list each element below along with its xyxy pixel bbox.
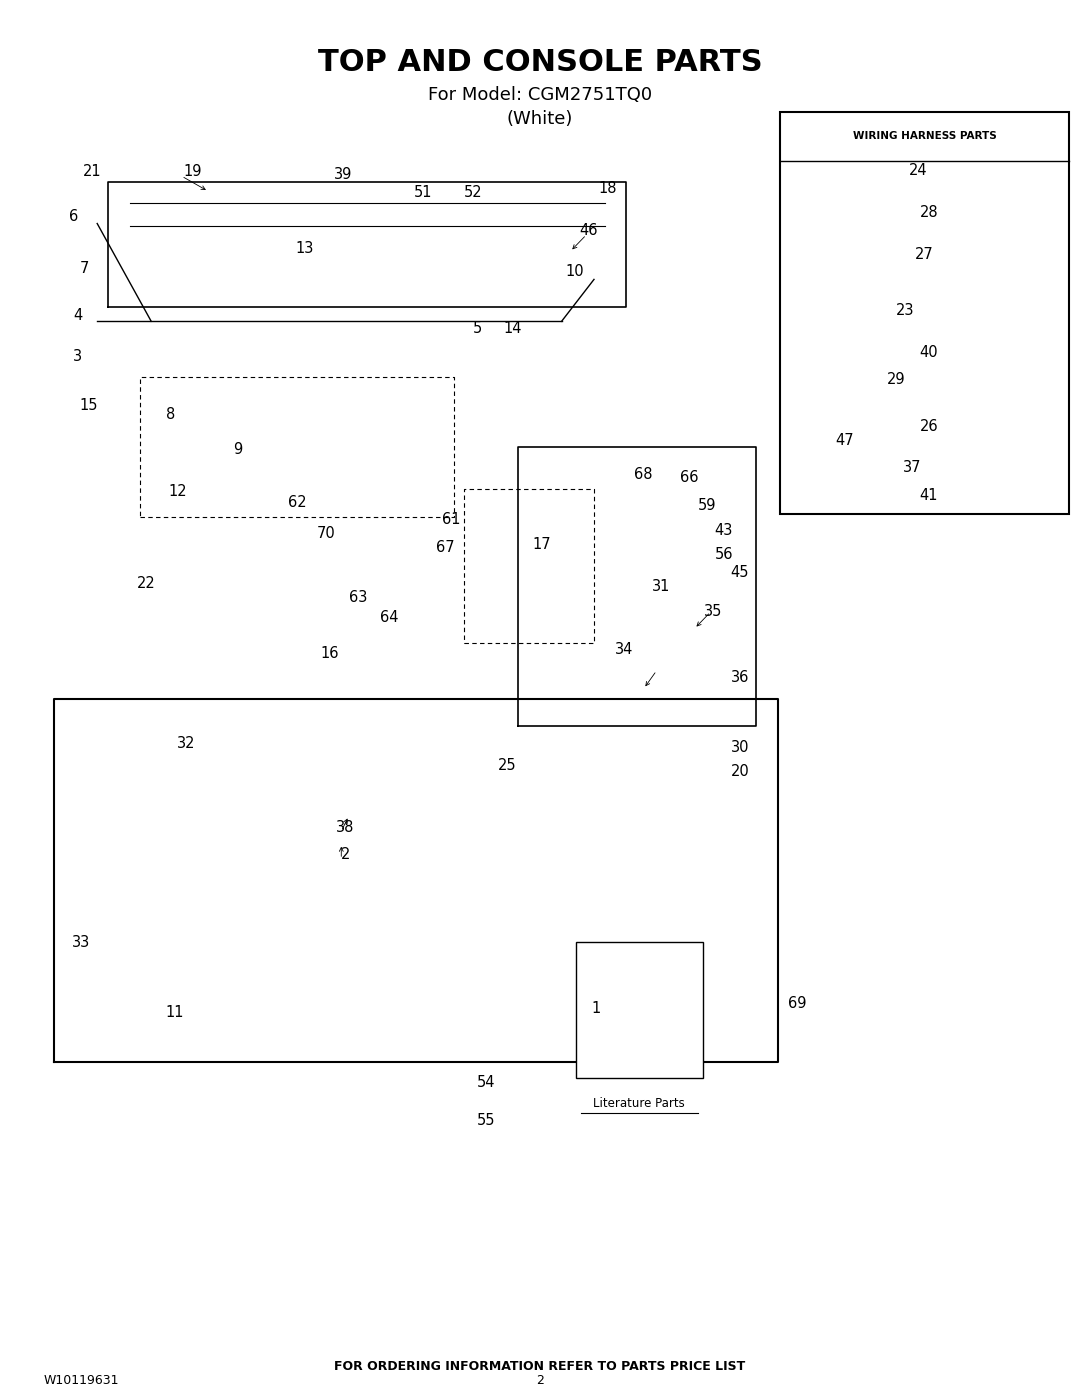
Text: 26: 26 [919,419,939,433]
Text: 1: 1 [592,1002,600,1016]
Text: 66: 66 [679,471,699,485]
Text: 25: 25 [498,759,517,773]
Text: 11: 11 [165,1006,185,1020]
Text: 32: 32 [176,736,195,750]
Text: 3: 3 [73,349,82,363]
Text: 13: 13 [295,242,314,256]
Text: 9: 9 [233,443,242,457]
Text: 45: 45 [730,566,750,580]
Text: WIRING HARNESS PARTS: WIRING HARNESS PARTS [852,130,997,141]
Text: 35: 35 [703,605,723,619]
Bar [780,112,1069,514]
Text: 24: 24 [908,163,928,177]
Text: 12: 12 [168,485,188,499]
Text: 31: 31 [651,580,671,594]
Text: Literature Parts: Literature Parts [594,1097,685,1111]
Text: 41: 41 [919,489,939,503]
Text: 5: 5 [473,321,482,335]
Text: 64: 64 [379,610,399,624]
Text: 37: 37 [903,461,922,475]
Text: 67: 67 [435,541,455,555]
Text: 18: 18 [598,182,618,196]
Text: 40: 40 [919,345,939,359]
Text: 69: 69 [787,996,807,1010]
Text: 28: 28 [919,205,939,219]
Text: FOR ORDERING INFORMATION REFER TO PARTS PRICE LIST: FOR ORDERING INFORMATION REFER TO PARTS … [335,1359,745,1373]
Text: 38: 38 [336,820,355,834]
Text: 14: 14 [503,321,523,335]
Text: W10119631: W10119631 [43,1373,119,1387]
Text: 68: 68 [634,468,653,482]
Text: 63: 63 [349,591,368,605]
Text: 47: 47 [835,433,854,447]
Text: 52: 52 [463,186,483,200]
Text: 39: 39 [334,168,353,182]
Text: 62: 62 [287,496,307,510]
Text: 36: 36 [730,671,750,685]
Text: 2: 2 [341,848,350,862]
Text: 22: 22 [136,577,156,591]
Text: 70: 70 [316,527,336,541]
Text: 19: 19 [183,165,202,179]
Text: 33: 33 [72,936,90,950]
Text: 54: 54 [476,1076,496,1090]
Text: 43: 43 [714,524,733,538]
Text: 20: 20 [730,764,750,778]
Text: 23: 23 [895,303,915,317]
Text: 56: 56 [714,548,733,562]
Text: 29: 29 [887,373,906,387]
Bar [576,942,703,1078]
Text: 15: 15 [79,398,98,412]
Text: 16: 16 [320,647,339,661]
Text: 30: 30 [730,740,750,754]
Text: 46: 46 [579,224,598,237]
Text: 27: 27 [915,247,934,261]
Text: 2: 2 [536,1373,544,1387]
Text: For Model: CGM2751TQ0: For Model: CGM2751TQ0 [428,87,652,103]
Text: TOP AND CONSOLE PARTS: TOP AND CONSOLE PARTS [318,49,762,77]
Text: 8: 8 [166,408,175,422]
Text: 4: 4 [73,309,82,323]
Text: 6: 6 [69,210,78,224]
Text: 7: 7 [80,261,89,275]
Text: 21: 21 [82,165,102,179]
Text: 17: 17 [532,538,552,552]
Text: 59: 59 [698,499,717,513]
Text: 55: 55 [476,1113,496,1127]
Text: 51: 51 [414,186,433,200]
Text: 34: 34 [615,643,634,657]
Text: (White): (White) [507,110,573,127]
Text: 10: 10 [565,264,584,278]
Text: 61: 61 [442,513,461,527]
